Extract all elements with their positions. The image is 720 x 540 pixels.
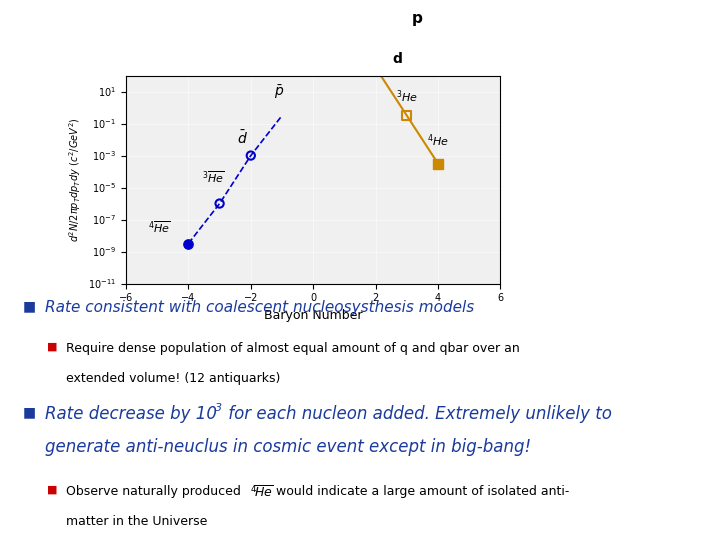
Text: ■: ■ bbox=[23, 300, 36, 314]
Text: 12: 12 bbox=[686, 16, 702, 29]
Text: ■: ■ bbox=[23, 405, 36, 419]
Text: Observe naturally produced: Observe naturally produced bbox=[66, 485, 245, 498]
Text: p: p bbox=[412, 11, 423, 26]
Text: Require dense population of almost equal amount of q and qbar over an: Require dense population of almost equal… bbox=[66, 342, 520, 355]
Text: would indicate a large amount of isolated anti-: would indicate a large amount of isolate… bbox=[272, 485, 570, 498]
Text: $^4He$: $^4He$ bbox=[427, 133, 449, 150]
Point bbox=[245, 151, 256, 160]
Text: d: d bbox=[393, 52, 402, 66]
Text: ■: ■ bbox=[47, 485, 58, 495]
Text: ■: ■ bbox=[47, 342, 58, 352]
Point bbox=[432, 159, 444, 168]
X-axis label: Baryon Number: Baryon Number bbox=[264, 309, 362, 322]
Text: $\bar{p}$: $\bar{p}$ bbox=[274, 84, 284, 102]
Text: generate anti-neuclus in cosmic event except in big-bang!: generate anti-neuclus in cosmic event ex… bbox=[45, 438, 531, 456]
Point bbox=[214, 199, 225, 208]
Text: RHIC as an antimatter machine: RHIC as an antimatter machine bbox=[116, 21, 604, 49]
Text: Rate decrease by 10: Rate decrease by 10 bbox=[45, 405, 217, 423]
Point bbox=[338, 23, 350, 32]
Point bbox=[370, 63, 382, 72]
Point bbox=[183, 239, 194, 248]
Text: extended volume! (12 antiquarks): extended volume! (12 antiquarks) bbox=[66, 372, 281, 384]
Y-axis label: $d^2N/2\pi p_T dp_T dy\ (c^2/GeV^2)$: $d^2N/2\pi p_T dp_T dy\ (c^2/GeV^2)$ bbox=[67, 117, 83, 242]
Text: $^3\overline{He}$: $^3\overline{He}$ bbox=[202, 170, 225, 185]
Text: $\bar{d}$: $\bar{d}$ bbox=[237, 130, 248, 147]
Text: $^4\overline{He}$: $^4\overline{He}$ bbox=[148, 219, 171, 235]
Text: 3: 3 bbox=[215, 403, 222, 413]
Text: $^3He$: $^3He$ bbox=[396, 88, 418, 105]
Point bbox=[401, 111, 413, 120]
Text: for each nucleon added. Extremely unlikely to: for each nucleon added. Extremely unlike… bbox=[223, 405, 612, 423]
Text: $^4\!\overline{He}$: $^4\!\overline{He}$ bbox=[250, 485, 273, 501]
Text: matter in the Universe: matter in the Universe bbox=[66, 515, 207, 528]
Text: Rate consistent with coalescent nucleosysthesis models: Rate consistent with coalescent nucleosy… bbox=[45, 300, 474, 315]
